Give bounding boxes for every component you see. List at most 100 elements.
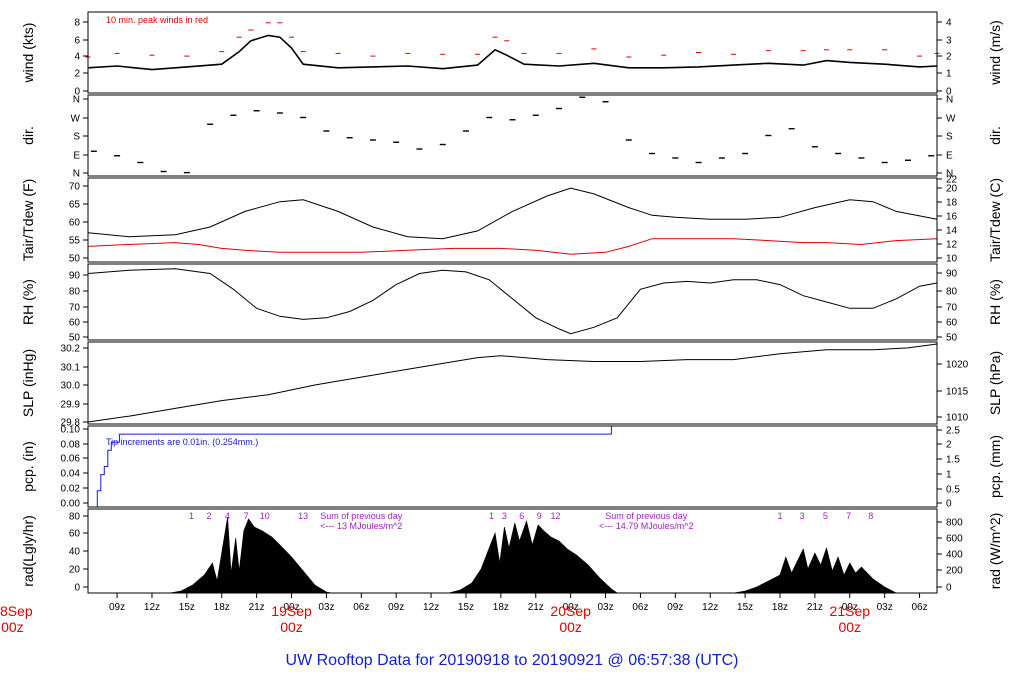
rad-note-line2: <--- 14.79 MJoules/m^2 [599, 521, 694, 531]
rad-right-tick-label: 800 [946, 518, 963, 529]
x-axis: 09z 12z 15z 18z 21z 00z 03z 06z 09z 12z 15z 18z 21z 0… [0, 593, 928, 635]
temp-right-tick-label: 20 [946, 184, 958, 195]
x-tick-label: 21z [249, 602, 265, 613]
pcp-left-tick-label: 0.04 [61, 469, 81, 480]
dir-right-axis-label: dir. [987, 126, 1003, 145]
x-tick-label: 12z [702, 602, 718, 613]
pcp-right-axis-label: pcp. (mm) [987, 435, 1003, 498]
x-tick-label: 21z [528, 602, 544, 613]
slp-left-tick-label: 30.2 [61, 344, 81, 355]
dir-left-tick-label: N [73, 95, 80, 106]
rad-right-axis-label: rad (W/m^2) [987, 513, 1003, 590]
wind-annotation: 10 min. peak winds in red [106, 15, 208, 25]
chart-title: UW Rooftop Data for 20190918 to 20190921… [286, 652, 739, 669]
dir-right-tick-label: N [946, 169, 953, 180]
slp-right-tick-label: 1010 [946, 413, 969, 424]
temp-right-tick-label: 22 [946, 175, 958, 186]
x-tick-label: 06z [911, 602, 927, 613]
temp-right-tick-label: 10 [946, 254, 958, 265]
x-tick-label: 12z [144, 602, 160, 613]
rad-hour-mark: 2 [206, 511, 211, 521]
rad-right-tick-label: 200 [946, 566, 963, 577]
x-tick-label: 15z [737, 602, 753, 613]
wind-right-axis-label: wind (m/s) [987, 20, 1003, 86]
dir-left-axis-label: dir. [20, 126, 36, 145]
dir-frame [87, 94, 938, 177]
rh-right-tick-label: 80 [946, 287, 958, 298]
wind-frame [87, 11, 938, 94]
slp-frame [87, 341, 938, 425]
pcp-right-tick-label: 1 [946, 470, 952, 481]
pcp-left-tick-label: 0.06 [61, 454, 81, 465]
day-label-sub: 00z [1, 619, 24, 635]
rad-note-line1: Sum of previous day [320, 511, 403, 521]
pcp-left-tick-label: 0.10 [61, 425, 81, 436]
rh-frame [87, 263, 938, 341]
rad-hour-mark: 10 [260, 511, 270, 521]
wind-right-tick-label: 0 [946, 87, 952, 98]
rad-left-axis-label: rad(Lgly/hr) [20, 515, 36, 587]
pcp-right-tick-label: 2.5 [946, 426, 960, 437]
rad-left-tick-label: 40 [69, 547, 81, 558]
wind-left-tick-label: 8 [74, 18, 80, 29]
wind-right-tick-label: 3 [946, 36, 952, 47]
temp-frame [87, 177, 938, 263]
rad-hour-mark: 4 [225, 511, 230, 521]
temp-left-tick-label: 60 [69, 218, 81, 229]
pcp-annotation: Tip increments are 0.01in. (0.254mm.) [106, 437, 258, 447]
dir-left-tick-label: N [73, 169, 80, 180]
day-label: 20Sep [550, 603, 591, 619]
x-tick-label: 18z [214, 602, 230, 613]
day-label-sub: 00z [559, 619, 582, 635]
rad-hour-mark: 3 [800, 511, 805, 521]
wind-left-tick-label: 0 [74, 87, 80, 98]
slp-left-tick-label: 30.1 [61, 363, 81, 374]
x-tick-label: 12z [423, 602, 439, 613]
rad-right-tick-label: 0 [946, 583, 952, 594]
x-tick-label: 15z [179, 602, 195, 613]
rh-left-tick-label: 60 [69, 318, 81, 329]
panel-pcp: 0.00 0.02 0.04 0.06 0.08 0.10 0 0.5 1 1.5 2 2.5 pcp.… [20, 425, 1003, 510]
rad-right-tick-label: 400 [946, 550, 963, 561]
rh-right-tick-label: 50 [946, 333, 958, 344]
rh-left-tick-label: 90 [69, 271, 81, 282]
rad-left-tick-label: 20 [69, 565, 81, 576]
rad-right-tick-label: 600 [946, 534, 963, 545]
day-label: 19Sep [271, 603, 312, 619]
rad-area [169, 516, 897, 594]
rh-left-axis-label: RH (%) [20, 279, 36, 325]
day-label-sub: 00z [838, 619, 861, 635]
rad-hour-mark: 13 [298, 511, 308, 521]
pcp-left-tick-label: 0.00 [61, 499, 81, 510]
x-tick-label: 06z [632, 602, 648, 613]
rh-left-tick-label: 50 [69, 333, 81, 344]
pcp-left-axis-label: pcp. (in) [20, 441, 36, 492]
x-tick-label: 06z [353, 602, 369, 613]
pcp-right-tick-label: 0.5 [946, 485, 960, 496]
panel-slp: 29.8 29.9 30.0 30.1 30.2 1010 1015 1020 SLP (inH… [20, 341, 1003, 429]
temp-left-tick-label: 70 [69, 182, 81, 193]
temp-right-tick-label: 18 [946, 198, 958, 209]
temp-Tdew-line [87, 238, 938, 255]
slp-right-tick-label: 1020 [946, 360, 969, 371]
x-tick-label: 00z [842, 602, 858, 613]
rad-hour-mark: 1 [189, 511, 194, 521]
temp-left-tick-label: 50 [69, 254, 81, 265]
x-tick-label: 03z [877, 602, 893, 613]
wind-right-tick-label: 4 [946, 18, 952, 29]
rad-hour-mark: 1 [777, 511, 782, 521]
rad-hour-mark: 6 [519, 511, 524, 521]
x-tick-label: 00z [563, 602, 579, 613]
slp-left-tick-label: 30.0 [61, 381, 81, 392]
slp-left-tick-label: 29.8 [61, 418, 81, 429]
day-label: 21Sep [830, 603, 871, 619]
temp-right-axis-label: Tair/Tdew (C) [987, 178, 1003, 262]
pcp-precip-line [88, 425, 937, 508]
panel-wind: 0 2 4 6 8 0 1 2 3 4 wind (kts) wind (m/s) 10 min. pe… [20, 11, 1003, 98]
rad-note-line1: Sum of previous day [605, 511, 688, 521]
wind-left-axis-label: wind (kts) [20, 23, 36, 84]
panel-rh: 50 60 70 80 90 50 60 70 80 90 RH (%) RH (%) [20, 263, 1003, 344]
